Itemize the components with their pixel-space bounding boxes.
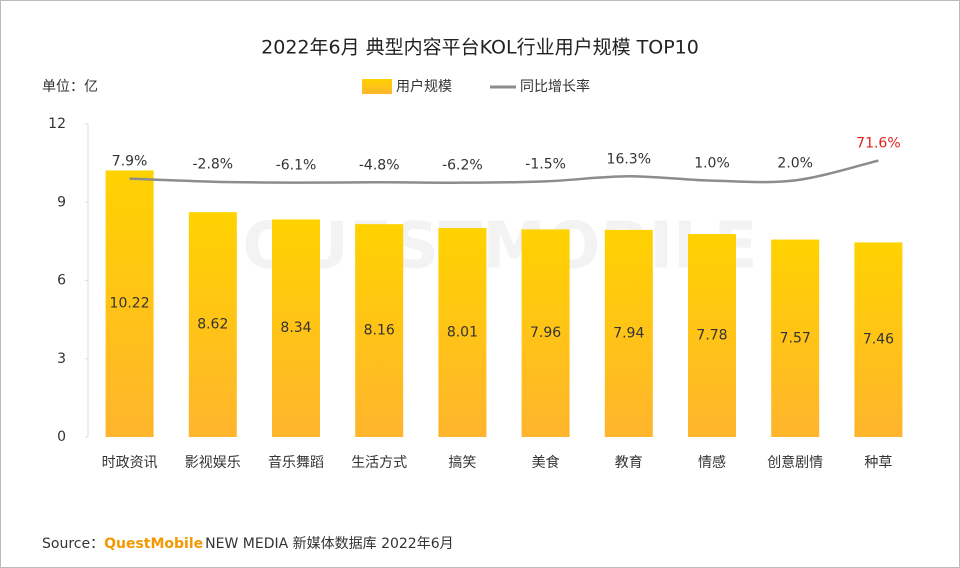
source-label: Source：QuestMobile NEW MEDIA 新媒体数据库 2022年… bbox=[42, 536, 454, 552]
y-tick-label: 0 bbox=[57, 429, 66, 445]
bar bbox=[688, 234, 736, 437]
x-tick-label: 教育 bbox=[615, 455, 643, 471]
source-text: NEW MEDIA 新媒体数据库 2022年6月 bbox=[205, 536, 453, 552]
line-value-label: -6.1% bbox=[276, 158, 317, 174]
bar-value-label: 8.01 bbox=[447, 325, 478, 341]
bar-value-label: 7.57 bbox=[780, 330, 811, 346]
bar bbox=[438, 228, 487, 437]
x-tick-label: 生活方式 bbox=[351, 455, 407, 471]
bar bbox=[272, 219, 320, 437]
chart-title: 2022年6月 典型内容平台KOL行业用户规模 TOP10 bbox=[261, 37, 699, 59]
line-value-label: 16.3% bbox=[607, 151, 651, 167]
bar bbox=[105, 170, 154, 437]
bar-value-label: 8.62 bbox=[197, 317, 228, 333]
bar bbox=[771, 239, 820, 437]
x-tick-label: 创意剧情 bbox=[767, 454, 823, 471]
bar-value-label: 7.94 bbox=[613, 325, 644, 341]
watermark: QUESTMOBILE bbox=[242, 210, 757, 284]
x-tick-label: 搞笑 bbox=[448, 455, 476, 471]
x-tick-label: 影视娱乐 bbox=[185, 455, 241, 471]
x-tick-label: 时政资讯 bbox=[102, 455, 158, 471]
y-tick-label: 12 bbox=[48, 116, 66, 132]
line-value-label: 7.9% bbox=[112, 154, 148, 170]
line-value-label: 1.0% bbox=[694, 156, 730, 172]
bar-value-label: 8.34 bbox=[280, 320, 311, 336]
bar bbox=[355, 224, 404, 437]
line-value-label: 71.6% bbox=[856, 136, 900, 152]
unit-label: 单位：亿 bbox=[42, 79, 98, 95]
bar-value-label: 8.16 bbox=[364, 323, 395, 339]
x-tick-label: 音乐舞蹈 bbox=[268, 454, 324, 471]
y-tick-label: 6 bbox=[57, 273, 66, 289]
legend-swatch bbox=[362, 79, 392, 94]
source-label: Source： bbox=[42, 536, 104, 552]
x-tick-label: 种草 bbox=[864, 455, 892, 471]
x-tick-label: 情感 bbox=[698, 454, 726, 471]
y-tick-label: 3 bbox=[57, 351, 66, 367]
line-value-label: -1.5% bbox=[525, 156, 566, 172]
line-value-label: -6.2% bbox=[442, 158, 483, 174]
line-value-label: -2.8% bbox=[192, 157, 233, 173]
legend-label: 同比增长率 bbox=[520, 78, 590, 95]
growth-line bbox=[129, 159, 879, 184]
x-tick-label: 美食 bbox=[532, 454, 560, 471]
bar bbox=[604, 229, 653, 437]
bar bbox=[521, 229, 570, 437]
line-value-label: -4.8% bbox=[359, 157, 400, 173]
y-tick-label: 9 bbox=[57, 194, 66, 210]
bar-value-label: 7.96 bbox=[530, 325, 561, 341]
bar-value-label: 7.46 bbox=[863, 332, 894, 348]
bar-value-label: 7.78 bbox=[696, 328, 727, 344]
source-brand: QuestMobile bbox=[104, 536, 203, 552]
bar bbox=[854, 242, 903, 437]
line-value-label: 2.0% bbox=[777, 155, 813, 171]
legend-label: 用户规模 bbox=[396, 78, 452, 95]
bar-value-label: 10.22 bbox=[110, 296, 150, 312]
bar bbox=[188, 212, 237, 437]
